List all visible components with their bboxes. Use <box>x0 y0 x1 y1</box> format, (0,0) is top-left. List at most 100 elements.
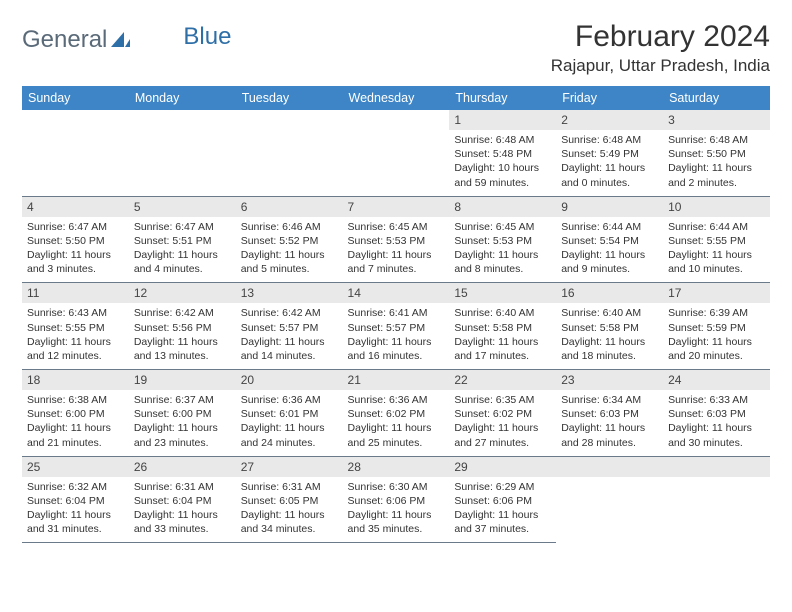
sunrise-line: Sunrise: 6:40 AM <box>561 307 641 319</box>
sunrise-line: Sunrise: 6:42 AM <box>241 307 321 319</box>
sunset-line: Sunset: 6:06 PM <box>348 495 426 507</box>
location: Rajapur, Uttar Pradesh, India <box>551 56 770 76</box>
day-number: 13 <box>236 283 343 303</box>
calendar-week-row: 25Sunrise: 6:32 AMSunset: 6:04 PMDayligh… <box>22 456 770 543</box>
day-details: Sunrise: 6:48 AMSunset: 5:49 PMDaylight:… <box>556 130 663 196</box>
day-number: 1 <box>449 110 556 130</box>
day-cell: 7Sunrise: 6:45 AMSunset: 5:53 PMDaylight… <box>343 196 450 283</box>
day-details: Sunrise: 6:45 AMSunset: 5:53 PMDaylight:… <box>343 217 450 283</box>
sunset-line: Sunset: 5:57 PM <box>241 322 319 334</box>
daylight-line: Daylight: 11 hours and 12 minutes. <box>27 336 111 362</box>
daylight-line: Daylight: 11 hours and 5 minutes. <box>241 249 325 275</box>
sunset-line: Sunset: 6:01 PM <box>241 408 319 420</box>
sunset-line: Sunset: 5:48 PM <box>454 148 532 160</box>
day-number: 21 <box>343 370 450 390</box>
weekday-header: Monday <box>129 86 236 110</box>
day-number: 29 <box>449 457 556 477</box>
sunrise-line: Sunrise: 6:31 AM <box>241 481 321 493</box>
daylight-line: Daylight: 11 hours and 4 minutes. <box>134 249 218 275</box>
day-details: Sunrise: 6:45 AMSunset: 5:53 PMDaylight:… <box>449 217 556 283</box>
day-cell: 3Sunrise: 6:48 AMSunset: 5:50 PMDaylight… <box>663 110 770 196</box>
sunrise-line: Sunrise: 6:34 AM <box>561 394 641 406</box>
day-details: Sunrise: 6:32 AMSunset: 6:04 PMDaylight:… <box>22 477 129 543</box>
day-number: 27 <box>236 457 343 477</box>
day-details: Sunrise: 6:47 AMSunset: 5:51 PMDaylight:… <box>129 217 236 283</box>
daylight-line: Daylight: 11 hours and 24 minutes. <box>241 422 325 448</box>
logo-text-2: Blue <box>183 23 231 51</box>
day-details: Sunrise: 6:42 AMSunset: 5:56 PMDaylight:… <box>129 303 236 369</box>
sunset-line: Sunset: 6:02 PM <box>348 408 426 420</box>
day-number: 2 <box>556 110 663 130</box>
day-number: 19 <box>129 370 236 390</box>
sunrise-line: Sunrise: 6:48 AM <box>668 134 748 146</box>
empty-day-cell <box>343 110 450 196</box>
day-cell: 23 Sunrise: 6:34 AM Sunset: 6:03 PM Dayligh… <box>556 370 663 457</box>
day-number: 9 <box>556 197 663 217</box>
day-number: 8 <box>449 197 556 217</box>
sunset-line: Sunset: 5:59 PM <box>668 322 746 334</box>
day-number: 10 <box>663 197 770 217</box>
sunrise-line: Sunrise: 6:40 AM <box>454 307 534 319</box>
day-number: 4 <box>22 197 129 217</box>
daylight-line: Daylight: 11 hours and 3 minutes. <box>27 249 111 275</box>
day-cell: 29Sunrise: 6:29 AMSunset: 6:06 PMDayligh… <box>449 456 556 543</box>
day-number: 5 <box>129 197 236 217</box>
day-cell: 2Sunrise: 6:48 AMSunset: 5:49 PMDaylight… <box>556 110 663 196</box>
day-cell: 21Sunrise: 6:36 AMSunset: 6:02 PMDayligh… <box>343 370 450 457</box>
empty-day-cell <box>236 110 343 196</box>
sunset-line: Sunset: 5:58 PM <box>561 322 639 334</box>
sunset-line: Sunset: 6:05 PM <box>241 495 319 507</box>
sunrise-line: Sunrise: 6:45 AM <box>454 221 534 233</box>
day-number: 22 <box>449 370 556 390</box>
day-cell: 12Sunrise: 6:42 AMSunset: 5:56 PMDayligh… <box>129 283 236 370</box>
sunset-line: Sunset: 5:53 PM <box>348 235 426 247</box>
weekday-header: Tuesday <box>236 86 343 110</box>
day-number: 18 <box>22 370 129 390</box>
sunrise-line: Sunrise: 6:47 AM <box>27 221 107 233</box>
sunrise-line: Sunrise: 6:32 AM <box>27 481 107 493</box>
day-number: 12 <box>129 283 236 303</box>
day-details: Sunrise: 6:41 AMSunset: 5:57 PMDaylight:… <box>343 303 450 369</box>
day-details: Sunrise: 6:43 AMSunset: 5:55 PMDaylight:… <box>22 303 129 369</box>
day-details: Sunrise: 6:34 AM Sunset: 6:03 PM Daylight:… <box>556 390 663 456</box>
day-number: 20 <box>236 370 343 390</box>
day-cell: 1Sunrise: 6:48 AMSunset: 5:48 PMDaylight… <box>449 110 556 196</box>
empty-day-cell <box>556 456 663 543</box>
day-details: Sunrise: 6:46 AMSunset: 5:52 PMDaylight:… <box>236 217 343 283</box>
day-number: 28 <box>343 457 450 477</box>
day-cell: 28 Sunrise: 6:30 AM Sunset: 6:06 PM Dayligh… <box>343 456 450 543</box>
day-number: 24 <box>663 370 770 390</box>
day-cell: 24Sunrise: 6:33 AMSunset: 6:03 PMDayligh… <box>663 370 770 457</box>
daylight-line: Daylight: 11 hours and 0 minutes. <box>561 162 645 188</box>
sunrise-line: Sunrise: 6:46 AM <box>241 221 321 233</box>
sunrise-line: Sunrise: 6:44 AM <box>561 221 641 233</box>
sunrise-line: Sunrise: 6:47 AM <box>134 221 214 233</box>
day-number <box>236 110 343 130</box>
sunset-line: Sunset: 6:00 PM <box>134 408 212 420</box>
day-details: Sunrise: 6:48 AMSunset: 5:48 PMDaylight:… <box>449 130 556 196</box>
day-details: Sunrise: 6:33 AMSunset: 6:03 PMDaylight:… <box>663 390 770 456</box>
day-details: Sunrise: 6:39 AMSunset: 5:59 PMDaylight:… <box>663 303 770 369</box>
weekday-header: Friday <box>556 86 663 110</box>
sunrise-line: Sunrise: 6:36 AM <box>348 394 428 406</box>
sunrise-line: Sunrise: 6:48 AM <box>454 134 534 146</box>
sunset-line: Sunset: 5:57 PM <box>348 322 426 334</box>
sunrise-line: Sunrise: 6:44 AM <box>668 221 748 233</box>
sunrise-line: Sunrise: 6:43 AM <box>27 307 107 319</box>
sunset-line: Sunset: 6:03 PM <box>561 408 639 420</box>
daylight-line: Daylight: 11 hours and 28 minutes. <box>561 422 645 448</box>
sunrise-line: Sunrise: 6:31 AM <box>134 481 214 493</box>
sunrise-line: Sunrise: 6:30 AM <box>348 481 428 493</box>
daylight-line: Daylight: 11 hours and 2 minutes. <box>668 162 752 188</box>
calendar-week-row: 1 Sunrise: 6:48 AM Sunset: 5:48 PM Daylight… <box>22 110 770 196</box>
empty-day-cell <box>22 110 129 196</box>
day-cell: 18Sunrise: 6:38 AMSunset: 6:00 PMDayligh… <box>22 370 129 457</box>
sunset-line: Sunset: 6:06 PM <box>454 495 532 507</box>
sunset-line: Sunset: 6:04 PM <box>134 495 212 507</box>
day-number: 23 <box>556 370 663 390</box>
sunset-line: Sunset: 5:49 PM <box>561 148 639 160</box>
daylight-line: Daylight: 11 hours and 20 minutes. <box>668 336 752 362</box>
sunset-line: Sunset: 6:00 PM <box>27 408 105 420</box>
daylight-line: Daylight: 11 hours and 35 minutes. <box>348 509 432 535</box>
day-number: 6 <box>236 197 343 217</box>
